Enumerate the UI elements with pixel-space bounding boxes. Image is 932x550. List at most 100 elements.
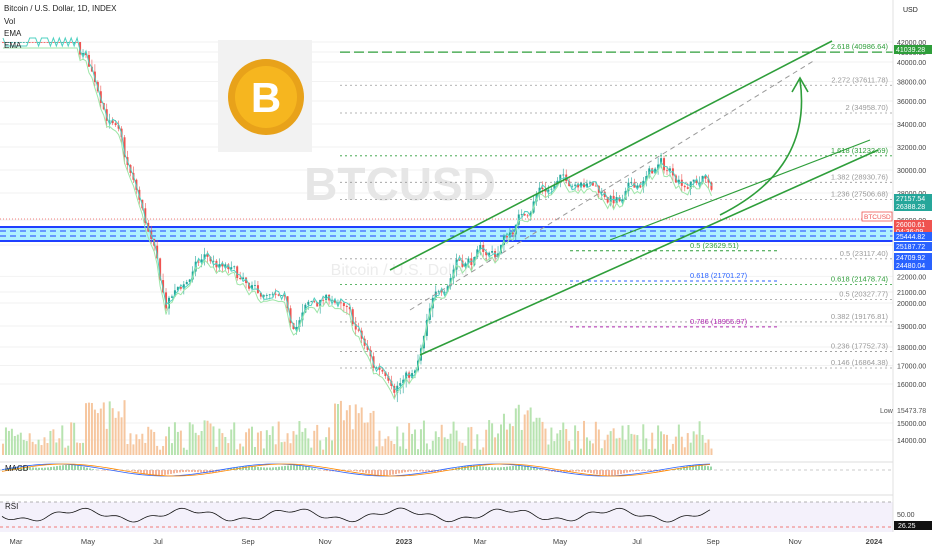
macd-hist xyxy=(41,467,43,470)
volume-bar xyxy=(114,417,117,455)
macd-hist xyxy=(350,470,352,471)
volume-bar xyxy=(372,410,375,455)
price-tick: 36000.00 xyxy=(897,99,926,106)
volume-bar xyxy=(431,440,434,455)
candle-body xyxy=(657,164,660,169)
volume-bar xyxy=(366,422,369,455)
candle-body xyxy=(529,212,532,216)
coin-inner xyxy=(235,66,297,128)
candle xyxy=(28,42,31,43)
volume-bar xyxy=(322,449,325,455)
volume-bar xyxy=(135,434,138,455)
macd-hist xyxy=(476,465,478,470)
volume-bar xyxy=(43,437,46,455)
volume-bar xyxy=(274,444,277,455)
candle-body xyxy=(123,137,126,158)
volume-bar xyxy=(500,424,502,455)
candle-body xyxy=(568,181,571,187)
candle-body xyxy=(523,214,526,216)
macd-hist xyxy=(107,470,109,471)
volume-bar xyxy=(627,425,630,455)
volume-bar xyxy=(188,422,191,455)
macd-hist xyxy=(428,470,430,472)
macd-hist xyxy=(299,465,301,470)
volume-bar xyxy=(58,438,61,455)
volume-bar xyxy=(621,425,624,455)
candle xyxy=(588,180,591,187)
candle-body xyxy=(411,373,414,378)
macd-hist xyxy=(599,470,601,475)
volume-bar xyxy=(615,438,618,455)
volume-bar xyxy=(479,449,482,455)
candle xyxy=(185,279,188,285)
candle-body xyxy=(168,297,170,309)
candle xyxy=(651,167,654,174)
candle xyxy=(58,42,61,43)
time-tick: Sep xyxy=(706,537,719,546)
candle xyxy=(683,184,686,192)
macd-hist xyxy=(578,470,580,472)
macd-hist xyxy=(524,465,526,470)
volume-bar xyxy=(159,449,162,455)
volume-bar xyxy=(387,436,390,455)
volume-bar xyxy=(105,428,108,455)
grid xyxy=(0,41,893,441)
volume-bar xyxy=(316,424,319,455)
volume-bar xyxy=(437,437,440,455)
volume-bar xyxy=(256,432,259,455)
low-label: Low xyxy=(880,408,894,415)
macd-hist xyxy=(353,470,355,471)
macd-hist xyxy=(308,467,310,470)
macd-hist xyxy=(392,470,394,475)
volume-bar xyxy=(692,431,695,455)
candle-body xyxy=(25,42,28,43)
indicator-ema-1: EMA xyxy=(4,29,22,38)
volume-bar xyxy=(612,428,615,455)
candle-body xyxy=(621,199,624,202)
candle-body xyxy=(434,291,437,298)
candle-body xyxy=(156,245,159,259)
macd-hist xyxy=(263,467,265,470)
candle-body xyxy=(692,179,695,182)
candle-body xyxy=(251,285,253,289)
candle xyxy=(43,42,46,43)
volume-bar xyxy=(502,413,505,455)
macd-hist xyxy=(164,470,166,475)
price-tick: 15000.00 xyxy=(897,421,926,428)
macd-hist xyxy=(83,466,85,470)
macd-hist xyxy=(581,470,583,472)
price-badge: 25444.82 xyxy=(894,232,932,241)
volume-bar xyxy=(150,429,153,455)
macd-hist xyxy=(548,470,550,472)
macd-hist xyxy=(155,470,157,476)
time-tick: Jul xyxy=(153,537,163,546)
volume-bar xyxy=(600,448,603,455)
indicator-vol: Vol xyxy=(4,17,15,26)
candle xyxy=(609,194,612,207)
candle-body xyxy=(31,42,34,43)
candle xyxy=(289,305,292,328)
candle-body xyxy=(197,261,200,263)
macd-hist xyxy=(680,467,682,470)
macd-hist xyxy=(335,470,337,472)
candle-body xyxy=(378,367,381,370)
macd-hist xyxy=(365,470,367,473)
candle xyxy=(52,42,55,43)
volume-bar xyxy=(227,443,230,455)
candle-body xyxy=(609,195,612,203)
candle xyxy=(618,194,621,203)
volume-bar xyxy=(271,426,274,455)
price-tick: 38000.00 xyxy=(897,80,926,87)
macd-hist xyxy=(65,464,67,470)
macd-hist xyxy=(200,470,202,473)
macd-hist xyxy=(650,470,652,472)
fib-label: 1.618 (31232.69) xyxy=(831,146,889,155)
macd-hist xyxy=(305,466,307,470)
candle-body xyxy=(117,125,120,129)
candle-body xyxy=(336,302,339,304)
candle-body xyxy=(384,371,387,377)
bitcoin-logo: B xyxy=(218,40,312,152)
macd-hist xyxy=(512,465,514,470)
macd-hist xyxy=(422,470,424,472)
